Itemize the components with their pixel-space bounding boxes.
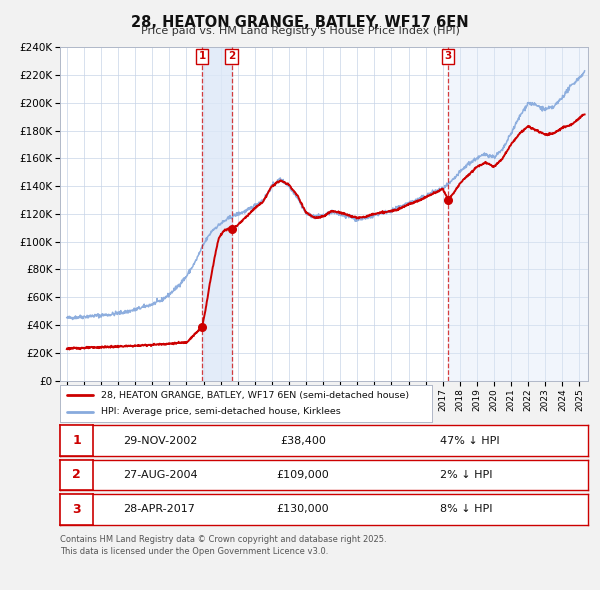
Text: 28-APR-2017: 28-APR-2017 [124,504,195,514]
Text: 3: 3 [72,503,81,516]
Text: 28, HEATON GRANGE, BATLEY, WF17 6EN: 28, HEATON GRANGE, BATLEY, WF17 6EN [131,15,469,30]
Text: This data is licensed under the Open Government Licence v3.0.: This data is licensed under the Open Gov… [60,547,328,556]
Text: 27-AUG-2004: 27-AUG-2004 [124,470,198,480]
Text: 8% ↓ HPI: 8% ↓ HPI [440,504,493,514]
Text: 2% ↓ HPI: 2% ↓ HPI [440,470,493,480]
Text: 1: 1 [72,434,81,447]
Text: Contains HM Land Registry data © Crown copyright and database right 2025.: Contains HM Land Registry data © Crown c… [60,535,386,544]
Text: 47% ↓ HPI: 47% ↓ HPI [440,436,500,445]
Text: HPI: Average price, semi-detached house, Kirklees: HPI: Average price, semi-detached house,… [101,408,341,417]
Text: £38,400: £38,400 [280,436,326,445]
Text: 29-NOV-2002: 29-NOV-2002 [124,436,198,445]
Text: 2: 2 [228,51,235,61]
Bar [448,47,588,381]
Text: Price paid vs. HM Land Registry's House Price Index (HPI): Price paid vs. HM Land Registry's House … [140,26,460,36]
Text: £130,000: £130,000 [277,504,329,514]
Text: 2: 2 [72,468,81,481]
Text: 3: 3 [445,51,452,61]
Bar [202,47,232,381]
Text: 28, HEATON GRANGE, BATLEY, WF17 6EN (semi-detached house): 28, HEATON GRANGE, BATLEY, WF17 6EN (sem… [101,391,409,399]
Text: £109,000: £109,000 [277,470,329,480]
Text: 1: 1 [199,51,206,61]
